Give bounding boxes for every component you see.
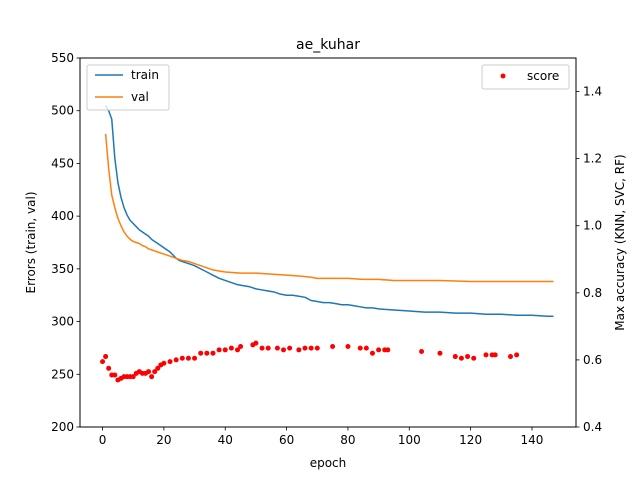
y2-tick-label: 1.2	[583, 152, 602, 166]
score-point	[253, 340, 259, 346]
x-tick-label: 80	[340, 433, 355, 447]
y-tick-label: 350	[51, 262, 74, 276]
chart-title: ae_kuhar	[296, 37, 360, 53]
score-point	[235, 347, 241, 353]
score-point	[376, 347, 382, 353]
train-line	[104, 105, 554, 318]
score-point	[130, 374, 136, 380]
x-tick-label: 60	[279, 433, 294, 447]
score-point	[161, 360, 167, 366]
score-point	[302, 345, 308, 351]
score-point	[149, 374, 155, 380]
score-point	[112, 372, 118, 378]
score-point	[155, 365, 161, 371]
score-point	[198, 350, 204, 356]
y-tick-label: 400	[51, 209, 74, 223]
score-point	[228, 345, 234, 351]
val-line	[104, 133, 554, 283]
score-point	[419, 349, 425, 355]
score-point	[216, 347, 222, 353]
y2-axis-label: Max accuracy (KNN, SVC, RF)	[613, 154, 627, 330]
score-point	[296, 347, 302, 353]
y-tick-label: 450	[51, 156, 74, 170]
y2-tick-label: 1.4	[583, 85, 602, 99]
score-point	[385, 347, 391, 353]
legend-right-box	[481, 64, 570, 90]
score-point	[508, 354, 514, 360]
x-tick-label: 140	[521, 433, 544, 447]
score-point	[238, 343, 244, 349]
score-point	[369, 350, 375, 356]
y2-tick-label: 1.0	[583, 219, 602, 233]
score-point	[314, 345, 320, 351]
legend-score-label: score	[527, 69, 559, 83]
score-point	[281, 347, 287, 353]
score-point	[345, 343, 351, 349]
score-point	[100, 359, 106, 365]
score-point	[437, 350, 443, 356]
score-point	[179, 355, 185, 361]
plot-frame	[79, 57, 577, 428]
x-tick-label: 0	[99, 433, 107, 447]
score-point	[259, 345, 265, 351]
y-tick-label: 250	[51, 367, 74, 381]
score-point	[308, 345, 314, 351]
legend-left: train val	[86, 64, 170, 111]
score-point	[514, 352, 520, 358]
plot-points	[100, 340, 520, 383]
score-point	[330, 343, 336, 349]
legend-right: score	[481, 64, 570, 90]
x-tick-label: 120	[459, 433, 482, 447]
y-tick-label: 200	[51, 420, 74, 434]
y-axis-right: 0.4 0.6 0.8 1.0 1.2 1.4	[576, 85, 602, 434]
score-point	[287, 345, 293, 351]
plot-lines	[104, 105, 554, 318]
score-point	[167, 359, 173, 365]
score-point	[363, 345, 369, 351]
y2-tick-label: 0.4	[583, 420, 602, 434]
score-point	[452, 354, 458, 360]
score-point	[483, 352, 489, 358]
score-point	[106, 365, 112, 371]
score-point	[173, 357, 179, 363]
x-tick-label: 20	[156, 433, 171, 447]
x-tick-label: 40	[218, 433, 233, 447]
score-point	[103, 354, 109, 360]
score-point	[152, 369, 158, 375]
score-point	[492, 352, 498, 358]
score-point	[458, 355, 464, 361]
score-point	[192, 355, 198, 361]
score-point	[210, 350, 216, 356]
score-point	[357, 345, 363, 351]
y-tick-label: 500	[51, 104, 74, 118]
y-tick-label: 300	[51, 315, 74, 329]
legend-left-box	[86, 64, 170, 111]
x-axis-label: epoch	[310, 456, 347, 470]
x-axis: 0 20 40 60 80 100 120 140	[99, 427, 544, 447]
score-point	[222, 347, 228, 353]
y-tick-label: 550	[51, 51, 74, 65]
score-point	[204, 350, 210, 356]
score-point	[471, 355, 477, 361]
legend-train-label: train	[131, 68, 159, 82]
score-point	[146, 369, 152, 375]
y2-tick-label: 0.6	[583, 353, 602, 367]
x-tick-label: 100	[398, 433, 421, 447]
legend-val-label: val	[131, 90, 149, 104]
y-axis-label: Errors (train, val)	[24, 191, 38, 293]
score-point	[274, 345, 280, 351]
y2-tick-label: 0.8	[583, 286, 602, 300]
score-point	[465, 354, 471, 360]
legend-score-marker	[500, 73, 506, 79]
score-point	[185, 355, 191, 361]
y-axis-left: 200 250 300 350 400 450 500 550	[51, 51, 80, 434]
score-point	[265, 345, 271, 351]
